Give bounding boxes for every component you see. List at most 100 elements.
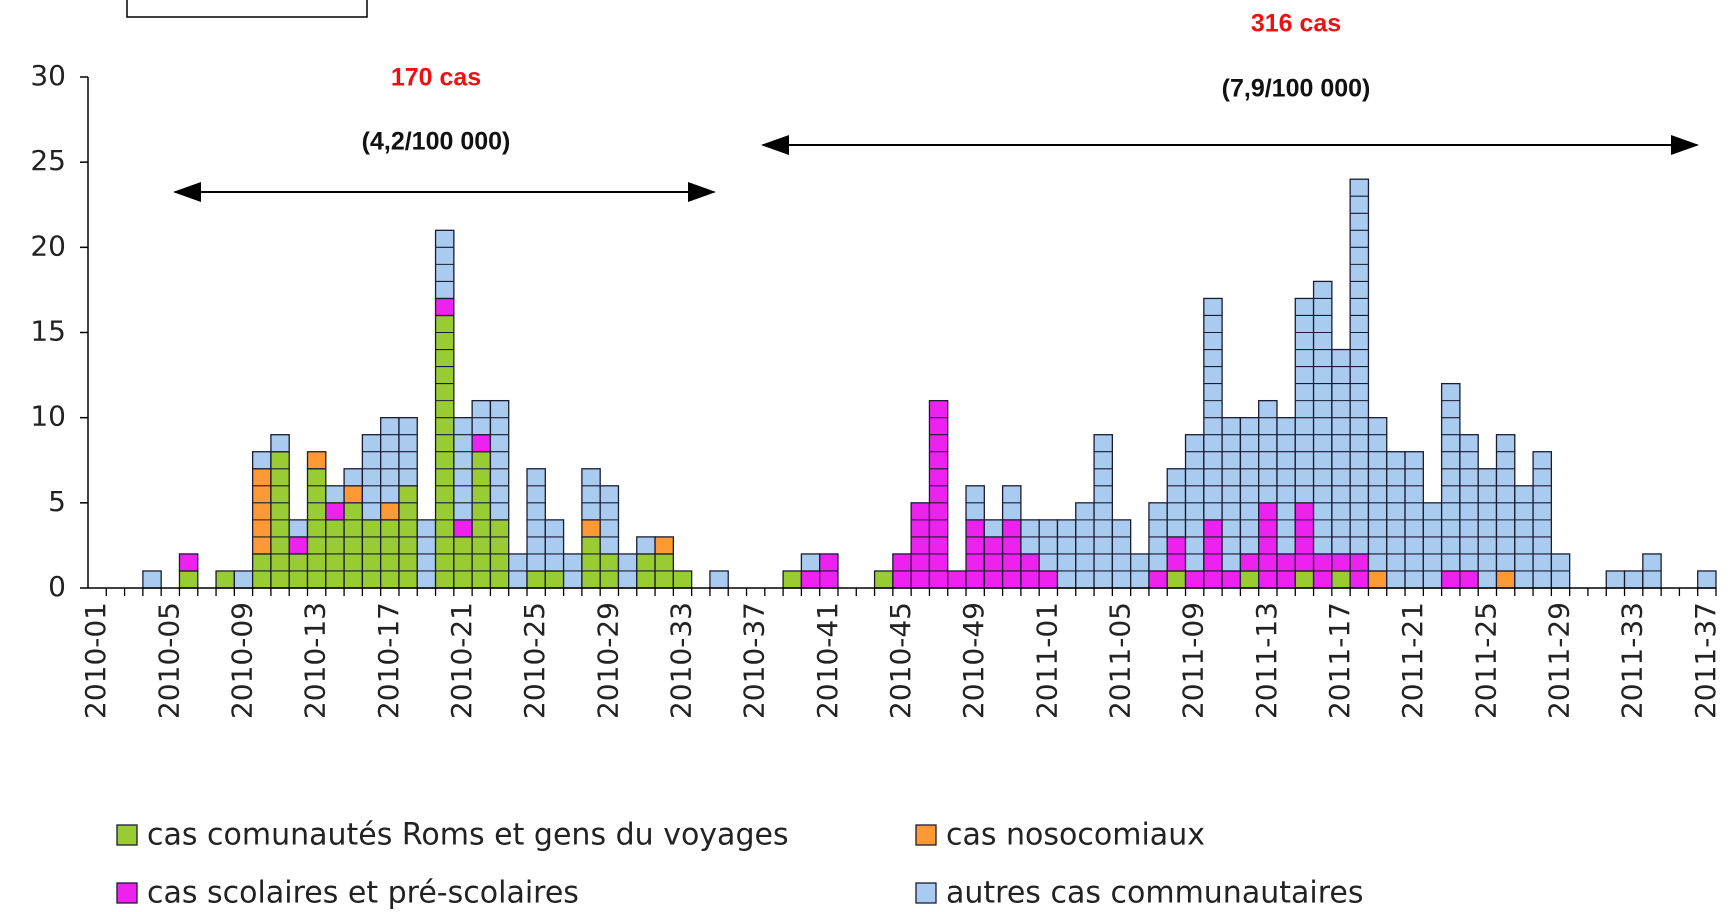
bar-segment xyxy=(928,399,949,589)
x-tick-label: 2010-21 xyxy=(445,602,478,719)
bar-segment xyxy=(636,536,656,555)
bar-segment xyxy=(1184,570,1205,589)
bar-segment xyxy=(1331,553,1351,572)
bar-segment xyxy=(581,536,601,589)
bar-segment xyxy=(233,570,254,589)
bar-segment xyxy=(581,519,601,538)
x-tick-label: 2011-01 xyxy=(1030,602,1063,719)
x-tick-label: 2011-29 xyxy=(1543,602,1576,719)
bar-segment xyxy=(1367,570,1388,589)
bar-segment xyxy=(1459,570,1479,589)
bar-segment xyxy=(325,485,345,504)
bar-segment xyxy=(782,570,803,589)
bar-segment xyxy=(288,519,309,538)
bar-segment xyxy=(453,536,473,589)
bar-segment xyxy=(1038,519,1059,572)
bar-segment xyxy=(325,502,345,521)
bar-segment xyxy=(1440,382,1461,572)
y-tick-label: 10 xyxy=(30,400,66,433)
bar-segment xyxy=(800,553,821,572)
bar-segment xyxy=(1495,570,1516,589)
x-tick-label: 2010-45 xyxy=(884,602,917,719)
bar-segment xyxy=(947,570,967,589)
bar-segment xyxy=(1477,468,1498,589)
bar-segment xyxy=(178,570,199,589)
x-tick-label: 2011-17 xyxy=(1323,602,1356,719)
bar-segment xyxy=(306,468,327,589)
bar-segment xyxy=(306,451,327,470)
x-tick-label: 2010-41 xyxy=(811,602,844,719)
annotation: 316 cas xyxy=(1251,10,1341,38)
x-tick-label: 2011-33 xyxy=(1616,602,1649,719)
bar-segment xyxy=(434,297,455,317)
bar-segment xyxy=(672,570,693,589)
bar-segment xyxy=(178,553,199,572)
y-tick-label: 15 xyxy=(30,315,66,348)
x-tick-label: 2011-13 xyxy=(1250,602,1283,719)
legend-label: cas nosocomiaux xyxy=(946,818,1205,853)
bar-segment xyxy=(471,434,492,453)
legend-swatch xyxy=(915,882,937,904)
bar-segment xyxy=(1093,434,1114,589)
x-tick-label: 2010-01 xyxy=(79,602,112,719)
y-tick-label: 30 xyxy=(30,59,66,92)
annotation: 170 cas xyxy=(391,64,481,92)
bar-segment xyxy=(1239,570,1260,589)
y-tick-label: 5 xyxy=(48,485,66,518)
bar-segment xyxy=(361,434,382,521)
bar-segment xyxy=(709,570,729,589)
y-tick-label: 0 xyxy=(48,570,66,603)
legend-label: cas scolaires et pré-scolaires xyxy=(147,876,579,911)
bar-segment xyxy=(1075,502,1095,589)
bar-segment xyxy=(1038,570,1059,589)
legend-swatch xyxy=(116,824,138,846)
bar-segment xyxy=(544,570,565,589)
x-tick-label: 2011-09 xyxy=(1177,602,1210,719)
legend-label: autres cas communautaires xyxy=(946,876,1363,911)
bar-segment xyxy=(1166,570,1187,589)
bar-segment xyxy=(251,451,272,470)
x-tick-label: 2011-21 xyxy=(1396,602,1429,719)
bar-segment xyxy=(251,468,272,555)
bar-segment xyxy=(380,502,400,521)
x-tick-label: 2010-29 xyxy=(591,602,624,719)
y-tick-label: 25 xyxy=(30,144,66,177)
bar-segment xyxy=(1605,570,1626,589)
legend-label: cas comunautés Roms et gens du voyages xyxy=(147,818,789,853)
x-tick-label: 2011-05 xyxy=(1104,602,1137,719)
bar-segment xyxy=(1440,570,1461,589)
bar-segment xyxy=(654,536,674,555)
bar-segment xyxy=(1221,417,1242,572)
bar-segment xyxy=(873,570,894,589)
bar-segment xyxy=(1367,417,1388,572)
bar-segment xyxy=(581,468,601,521)
header-box xyxy=(126,0,368,18)
bar-segment xyxy=(1623,570,1644,589)
x-tick-label: 2010-49 xyxy=(957,602,990,719)
bar-segment xyxy=(1148,570,1168,589)
bar-segment xyxy=(1203,297,1223,521)
bar-segment xyxy=(1331,570,1351,589)
x-tick-label: 2011-37 xyxy=(1689,602,1722,719)
bar-segment xyxy=(343,485,364,504)
x-tick-label: 2010-09 xyxy=(225,602,258,719)
bar-segment xyxy=(288,536,309,555)
bar-segment xyxy=(270,434,290,453)
legend-swatch xyxy=(116,882,138,904)
bar-segment xyxy=(800,570,821,589)
legend-swatch xyxy=(915,824,937,846)
bar-segment xyxy=(142,570,162,589)
bar-segment xyxy=(343,502,364,589)
x-tick-label: 2010-17 xyxy=(372,602,405,719)
bar-segment xyxy=(453,519,473,538)
annotation: (4,2/100 000) xyxy=(362,128,511,156)
x-tick-label: 2011-25 xyxy=(1469,602,1502,719)
bar-segment xyxy=(526,570,546,589)
x-tick-label: 2010-33 xyxy=(664,602,697,719)
bar-segment xyxy=(1258,502,1278,589)
bar-segment xyxy=(489,399,510,521)
bar-segment xyxy=(215,570,235,589)
bar-segment xyxy=(1294,570,1315,589)
x-tick-label: 2010-05 xyxy=(152,602,185,719)
